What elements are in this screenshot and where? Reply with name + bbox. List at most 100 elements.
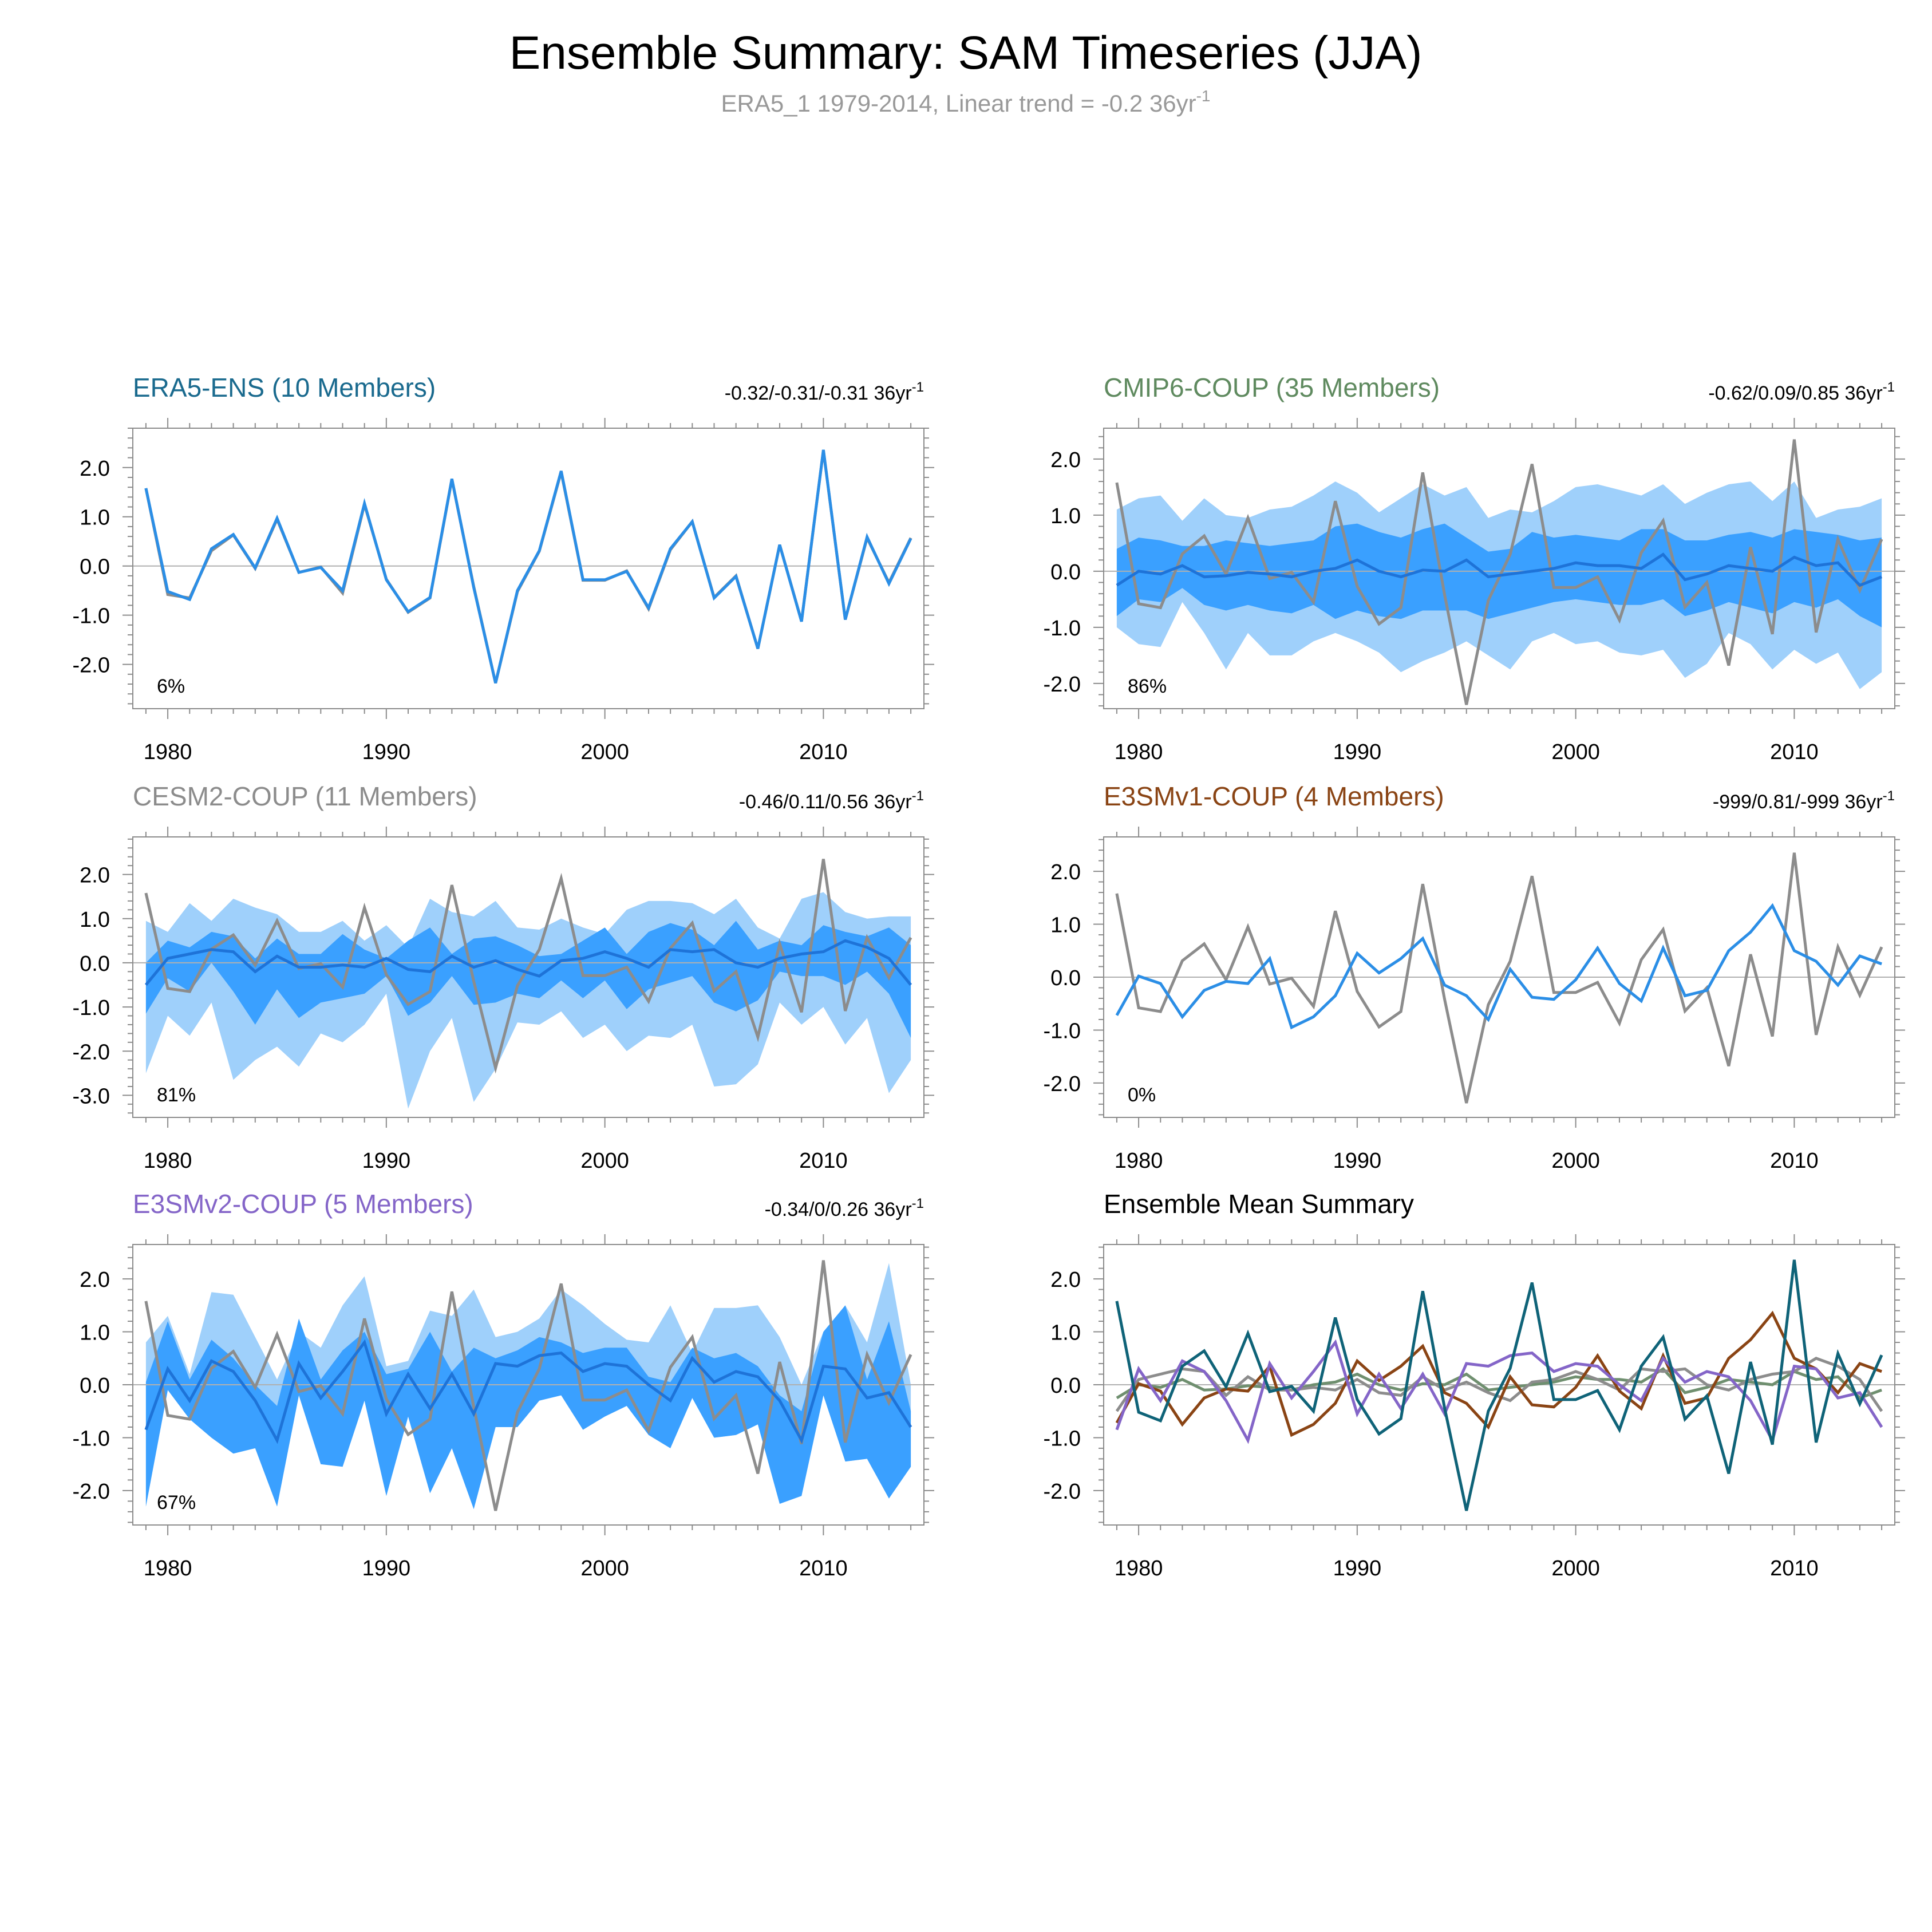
y-tick-label: -1.0 [73,605,110,629]
panel-4: -2.0 -1.0 0.0 1.0 2.0 1980 1990 2000 2010 E3SMv2-… [73,1189,934,1581]
y-tick-label: 2.0 [80,864,110,888]
trend-label: -999/0.81/-999 36yr-1 [1713,788,1895,813]
y-tick-label: 1.0 [1050,504,1081,528]
y-tick-label: 1.0 [80,908,110,932]
percent-label: 0% [1128,1084,1156,1106]
x-tick-label: 2000 [580,740,629,764]
percent-label: 67% [157,1492,196,1514]
figure-title: Ensemble Summary: SAM Timeseries (JJA) [509,27,1423,79]
y-tick-label: -1.0 [73,996,110,1020]
trend-label: -0.46/0.11/0.56 36yr-1 [739,788,924,813]
panel-1: -2.0 -1.0 0.0 1.0 2.0 1980 1990 2000 2010 CMIP6-C… [1044,373,1905,764]
x-tick-label: 1990 [362,740,411,764]
trend-label-text: -0.46/0.11/0.56 36yr [739,791,912,813]
observed-line [144,1260,912,1511]
panel-title: E3SMv2-COUP (5 Members) [133,1189,473,1219]
y-tick-label: -2.0 [1044,673,1081,697]
trend-label-sup: -1 [1883,380,1895,395]
observed-line [1115,439,1883,705]
panel-title: CMIP6-COUP (35 Members) [1104,373,1440,402]
figure-subtitle-sup: -1 [1196,87,1211,105]
trend-label: -0.62/0.09/0.85 36yr-1 [1708,380,1895,404]
x-tick-label: 2000 [1551,740,1600,764]
x-tick-label: 2000 [1551,1556,1600,1581]
x-tick-label: 1990 [1333,1149,1382,1173]
figure-subtitle-text: ERA5_1 1979-2014, Linear trend = -0.2 36… [721,90,1196,117]
y-tick-label: -2.0 [73,1480,110,1504]
y-tick-label: 0.0 [80,952,110,976]
trend-label-text: -999/0.81/-999 36yr [1713,791,1883,813]
y-tick-label: 2.0 [1050,1268,1081,1292]
x-tick-label: 2010 [799,1556,848,1581]
y-tick-label: -1.0 [1044,1019,1081,1043]
x-tick-label: 2010 [1770,1149,1819,1173]
y-tick-label: 1.0 [1050,1321,1081,1345]
plot-area-1 [1104,439,1895,705]
panel-title: E3SMv1-COUP (4 Members) [1104,781,1444,811]
panel-2: -3.0 -2.0 -1.0 0.0 1.0 2.0 1980 1990 2000 2010 CES… [73,781,934,1173]
series-line-e3smv1-coup [1115,1310,1882,1437]
y-tick-label: 0.0 [80,1374,110,1398]
inner-spread-band [145,920,911,1038]
x-tick-label: 1980 [1115,1556,1163,1581]
panel-title: Ensemble Mean Summary [1104,1189,1414,1219]
percent-label: 86% [1128,675,1167,697]
plot-area-4 [133,1260,924,1511]
percent-label: 81% [157,1084,196,1106]
percent-label: 6% [157,675,185,697]
ensemble-mean-line [144,1339,912,1444]
observed-line [144,859,912,1074]
series-line-era5-ens [1115,1259,1883,1511]
x-tick-label: 2010 [1770,1556,1819,1581]
y-tick-label: -2.0 [73,1040,110,1064]
x-tick-label: 1990 [1333,740,1382,764]
trend-label-sup: -1 [912,1196,924,1211]
x-tick-label: 1990 [362,1556,411,1581]
x-tick-label: 2010 [799,740,848,764]
x-tick-label: 2010 [799,1149,848,1173]
panel-0: -2.0 -1.0 0.0 1.0 2.0 1980 1990 2000 2010 ERA5-EN… [73,373,934,764]
y-tick-label: 0.0 [80,555,110,579]
plot-frame [1103,428,1895,709]
x-tick-label: 1980 [1115,740,1163,764]
panel-title: CESM2-COUP (11 Members) [133,781,477,811]
x-tick-label: 1980 [144,740,192,764]
y-tick-label: -1.0 [73,1427,110,1451]
observed-line [1115,852,1883,1104]
x-tick-label: 1980 [1115,1149,1163,1173]
ensemble-mean-line [144,449,912,683]
y-tick-label: 0.0 [1050,560,1081,584]
y-tick-label: 0.0 [1050,966,1081,990]
y-tick-label: 1.0 [1050,914,1081,938]
y-tick-label: -3.0 [73,1084,110,1108]
y-tick-label: 2.0 [80,457,110,481]
y-tick-label: 1.0 [80,1321,110,1345]
x-tick-label: 2000 [580,1556,629,1581]
panel-5: -2.0 -1.0 0.0 1.0 2.0 1980 1990 2000 2010 Ensembl… [1044,1189,1905,1581]
y-tick-label: -2.0 [73,654,110,678]
series-line-e3smv2-coup [1115,1339,1883,1444]
plot-area-2 [133,859,924,1109]
x-tick-label: 2010 [1770,740,1819,764]
ensemble-mean-line [144,939,912,986]
y-tick-label: 2.0 [80,1268,110,1292]
y-tick-label: -2.0 [1044,1072,1081,1096]
trend-label: -0.32/-0.31/-0.31 36yr-1 [725,380,924,404]
inner-spread-band [145,1305,911,1510]
plot-frame [132,836,924,1118]
trend-label-text: -0.32/-0.31/-0.31 36yr [725,382,912,404]
trend-label-sup: -1 [912,380,924,395]
y-tick-label: -1.0 [1044,1427,1081,1451]
plot-area-0 [133,449,924,683]
x-tick-label: 1980 [144,1149,192,1173]
figure-subtitle: ERA5_1 1979-2014, Linear trend = -0.2 36… [721,87,1211,117]
trend-label-text: -0.34/0/0.26 36yr [765,1199,912,1220]
x-tick-label: 1990 [1333,1556,1382,1581]
plot-frame [132,428,924,709]
trend-label-sup: -1 [1883,788,1895,804]
panel-title: ERA5-ENS (10 Members) [133,373,436,402]
y-tick-label: -2.0 [1044,1480,1081,1504]
x-tick-label: 1980 [144,1556,192,1581]
trend-label-sup: -1 [912,788,924,804]
